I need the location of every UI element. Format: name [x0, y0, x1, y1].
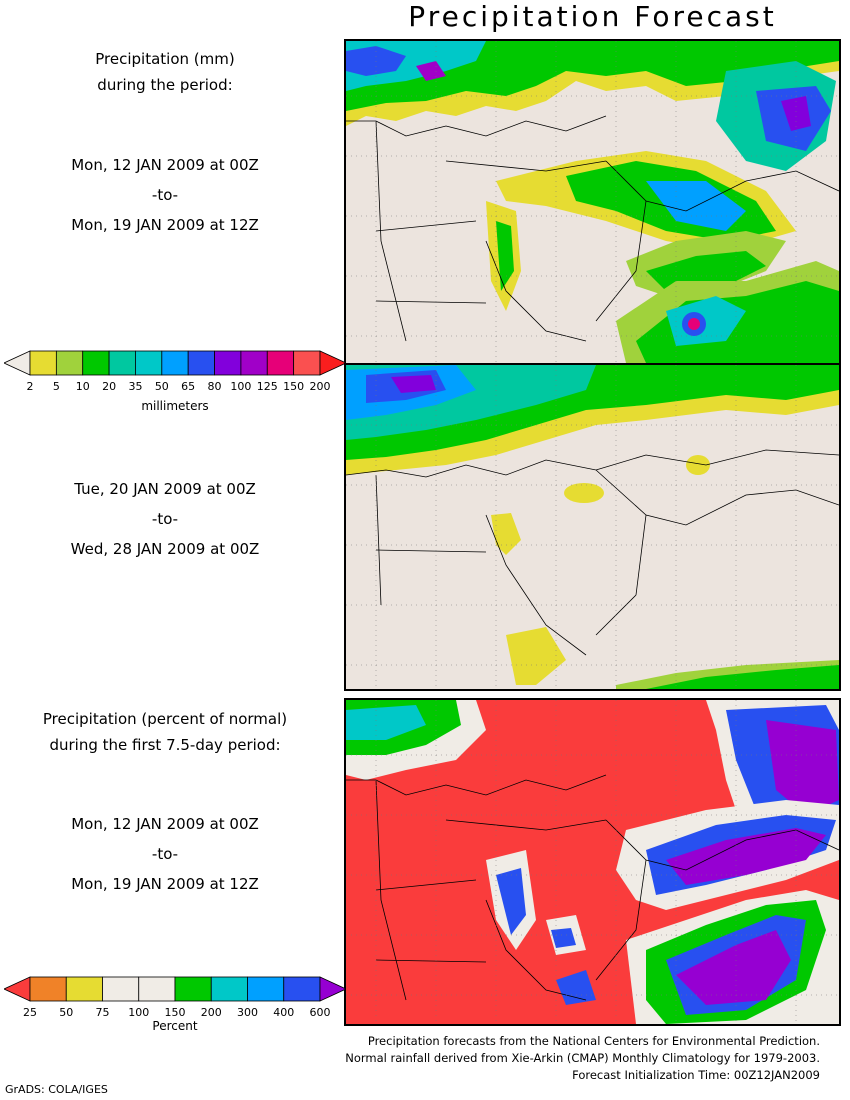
percent-colorbar-swatch	[138, 976, 176, 1002]
mm-colorbar-swatch	[82, 350, 110, 376]
percent-colorbar-swatch	[29, 976, 67, 1002]
footer-line1: Precipitation forecasts from the Nationa…	[367, 1034, 820, 1048]
mm-colorbar-swatch	[108, 350, 136, 376]
mm-colorbar-swatch	[293, 350, 321, 376]
panel1-heading: Precipitation (mm) during the period:	[0, 46, 330, 98]
panel3-end: Mon, 19 JAN 2009 at 12Z	[71, 875, 259, 893]
percent-colorbar-tick-label: 100	[128, 1006, 150, 1019]
footer-line2: Normal rainfall derived from Xie-Arkin (…	[345, 1051, 820, 1065]
mm-colorbar-tick-label: 100	[230, 380, 252, 393]
mm-colorbar-tick-label: 125	[256, 380, 278, 393]
footer-line3: Forecast Initialization Time: 00Z12JAN20…	[572, 1068, 820, 1082]
panel3-period: Mon, 12 JAN 2009 at 00Z -to- Mon, 19 JAN…	[0, 809, 330, 899]
panel3-heading-line2: during the first 7.5-day period:	[49, 736, 281, 754]
page-title: Precipitation Forecast	[408, 0, 777, 33]
percent-colorbar-tick-label: 50	[59, 1006, 74, 1019]
footer-notes: Precipitation forecasts from the Nationa…	[345, 1033, 820, 1084]
mm-colorbar-swatch	[161, 350, 189, 376]
percent-colorbar-labels: 25 50 75 100 150 200 300 400 600	[0, 1006, 345, 1022]
mm-colorbar-swatch	[266, 350, 295, 376]
percent-colorbar-tick-label: 150	[164, 1006, 186, 1019]
percent-colorbar-tick-label: 400	[273, 1006, 295, 1019]
percent-colorbar-swatch	[283, 976, 321, 1002]
panel3-heading-line1: Precipitation (percent of normal)	[42, 710, 288, 728]
mm-colorbar-tick-label: 150	[283, 380, 305, 393]
percent-colorbar-swatch-high	[319, 976, 347, 1002]
percent-colorbar-swatch	[65, 976, 103, 1002]
panel2-to: -to-	[151, 510, 179, 528]
percent-colorbar-tick-label: 200	[200, 1006, 222, 1019]
percent-colorbar-tick-label: 300	[237, 1006, 258, 1019]
mm-colorbar-tick-label: 5	[52, 380, 60, 393]
forecast-map-week1	[344, 39, 841, 365]
panel1-heading-line1: Precipitation (mm)	[95, 50, 235, 68]
forecast-map-week2	[344, 363, 841, 691]
panel3-heading: Precipitation (percent of normal) during…	[0, 706, 330, 758]
panel1-start: Mon, 12 JAN 2009 at 00Z	[71, 156, 259, 174]
mm-colorbar-tick-label: 2	[26, 380, 34, 393]
mm-colorbar-tick-label: 65	[181, 380, 196, 393]
mm-colorbar-tick-label: 35	[128, 380, 143, 393]
mm-colorbar-swatch	[240, 350, 268, 376]
panel3-to: -to-	[151, 845, 179, 863]
percent-colorbar-swatch	[174, 976, 212, 1002]
mm-colorbar-tick-label: 200	[309, 380, 331, 393]
mm-colorbar-swatch-low	[3, 350, 31, 376]
panel2-start: Tue, 20 JAN 2009 at 00Z	[74, 480, 256, 498]
mm-colorbar-swatch	[187, 350, 215, 376]
mm-colorbar-swatch-high	[319, 350, 347, 376]
mm-colorbar-unit: millimeters	[141, 399, 209, 413]
mm-colorbar-swatch	[135, 350, 163, 376]
mm-colorbar-swatch	[55, 350, 84, 376]
mm-colorbar-tick-label: 80	[207, 380, 222, 393]
percent-colorbar-swatch-low	[3, 976, 31, 1002]
panel1-end: Mon, 19 JAN 2009 at 12Z	[71, 216, 259, 234]
percent-colorbar-unit: Percent	[152, 1019, 198, 1033]
panel1-period: Mon, 12 JAN 2009 at 00Z -to- Mon, 19 JAN…	[0, 150, 330, 240]
percent-colorbar	[3, 976, 347, 1006]
panel2-period: Tue, 20 JAN 2009 at 00Z -to- Wed, 28 JAN…	[0, 474, 330, 564]
percent-colorbar-tick-label: 25	[23, 1006, 37, 1019]
mm-colorbar-swatch	[29, 350, 57, 376]
panel3-start: Mon, 12 JAN 2009 at 00Z	[71, 815, 259, 833]
mm-colorbar-tick-label: 20	[102, 380, 117, 393]
mm-colorbar-tick-label: 50	[154, 380, 169, 393]
percent-colorbar-tick-label: 75	[95, 1006, 110, 1019]
panel1-heading-line2: during the period:	[97, 76, 233, 94]
mm-colorbar-tick-label: 10	[75, 380, 90, 393]
grads-credit: GrADS: COLA/IGES	[5, 1083, 108, 1096]
mm-colorbar	[3, 350, 347, 380]
panel2-end: Wed, 28 JAN 2009 at 00Z	[70, 540, 260, 558]
panel1-to: -to-	[151, 186, 179, 204]
percent-of-normal-map	[344, 698, 841, 1026]
mm-colorbar-swatch	[214, 350, 242, 376]
percent-colorbar-swatch	[247, 976, 285, 1002]
percent-colorbar-tick-label: 600	[309, 1006, 331, 1019]
percent-colorbar-swatch	[210, 976, 248, 1002]
mm-colorbar-labels: 2 5 10 20 35 50 65 80 100 125 150 200	[0, 380, 345, 396]
percent-colorbar-swatch	[102, 976, 140, 1002]
